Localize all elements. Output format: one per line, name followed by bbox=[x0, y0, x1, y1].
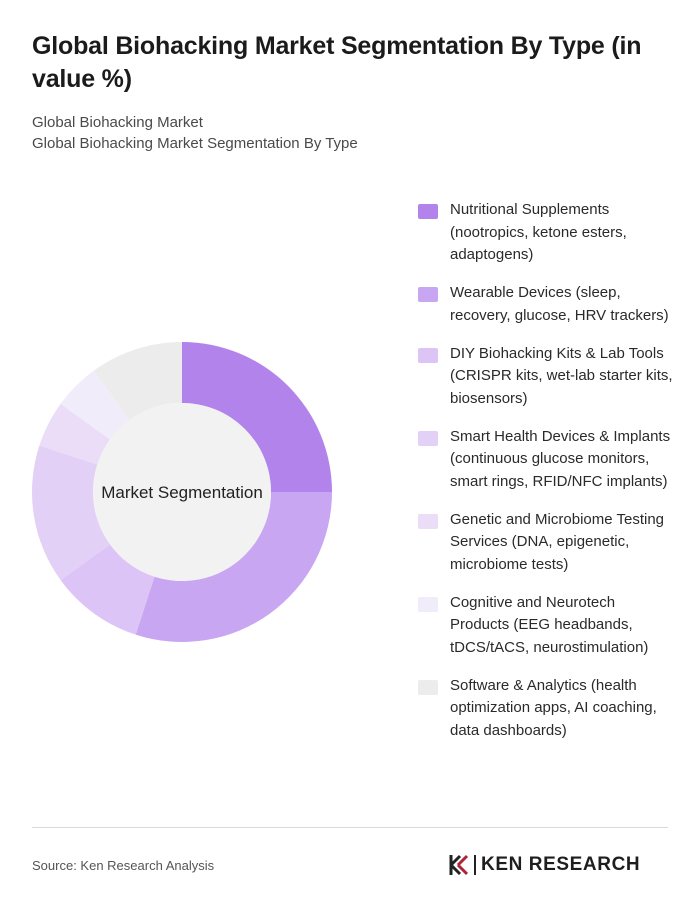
legend-label: Genetic and Microbiome Testing Services … bbox=[450, 510, 664, 573]
donut-center-hole bbox=[93, 403, 271, 581]
logo-separator bbox=[474, 855, 476, 875]
ken-research-logo: KEN RESEARCH bbox=[448, 851, 640, 879]
ken-research-logo-icon bbox=[449, 854, 469, 876]
legend-item: DIY Biohacking Kits & Lab Tools (CRISPR … bbox=[418, 343, 678, 411]
ken-research-wordmark: KEN RESEARCH bbox=[481, 854, 641, 875]
legend-swatch bbox=[418, 204, 438, 219]
legend-item: Nutritional Supplements (nootropics, ket… bbox=[418, 199, 678, 267]
legend-label: Smart Health Devices & Implants (continu… bbox=[450, 427, 671, 490]
legend-item: Wearable Devices (sleep, recovery, gluco… bbox=[418, 282, 678, 327]
footer-divider bbox=[32, 827, 668, 828]
donut-slice-1 bbox=[182, 342, 332, 492]
legend-label: DIY Biohacking Kits & Lab Tools (CRISPR … bbox=[450, 344, 673, 407]
legend-label: Cognitive and Neurotech Products (EEG he… bbox=[450, 593, 649, 656]
legend-label: Wearable Devices (sleep, recovery, gluco… bbox=[450, 284, 669, 324]
donut-slice-5 bbox=[39, 403, 110, 465]
legend-swatch bbox=[418, 679, 438, 695]
legend-item: Smart Health Devices & Implants (continu… bbox=[418, 426, 678, 494]
legend-item: Genetic and Microbiome Testing Services … bbox=[418, 509, 678, 577]
legend-swatch bbox=[418, 513, 438, 529]
donut-slice-6 bbox=[60, 370, 130, 440]
donut-slice-4 bbox=[31, 445, 110, 581]
page-title: Global Biohacking Market Segmentation By… bbox=[32, 32, 642, 93]
donut-chart-svg bbox=[31, 342, 332, 642]
source-note: Source: Ken Research Analysis bbox=[32, 858, 215, 873]
donut-chart bbox=[27, 337, 337, 647]
legend-swatch bbox=[418, 347, 438, 363]
legend-item: Software & Analytics (health optimizatio… bbox=[418, 675, 678, 743]
legend-swatch bbox=[418, 287, 438, 302]
legend-item: Cognitive and Neurotech Products (EEG he… bbox=[418, 592, 678, 660]
breadcrumb-market: Global Biohacking Market bbox=[32, 114, 203, 131]
legend-label: Nutritional Supplements (nootropics, ket… bbox=[450, 201, 627, 263]
chart-legend: Nutritional Supplements (nootropics, ket… bbox=[418, 199, 678, 758]
donut-slice-3 bbox=[60, 544, 155, 635]
donut-slice-2 bbox=[135, 492, 332, 642]
legend-label: Software & Analytics (health optimizatio… bbox=[450, 676, 657, 739]
legend-swatch bbox=[418, 596, 438, 612]
legend-swatch bbox=[418, 430, 438, 446]
donut-center-label: Market Segmentation bbox=[101, 483, 263, 502]
breadcrumb-segmentation: Global Biohacking Market Segmentation By… bbox=[32, 135, 358, 152]
donut-slice-7 bbox=[93, 342, 182, 420]
